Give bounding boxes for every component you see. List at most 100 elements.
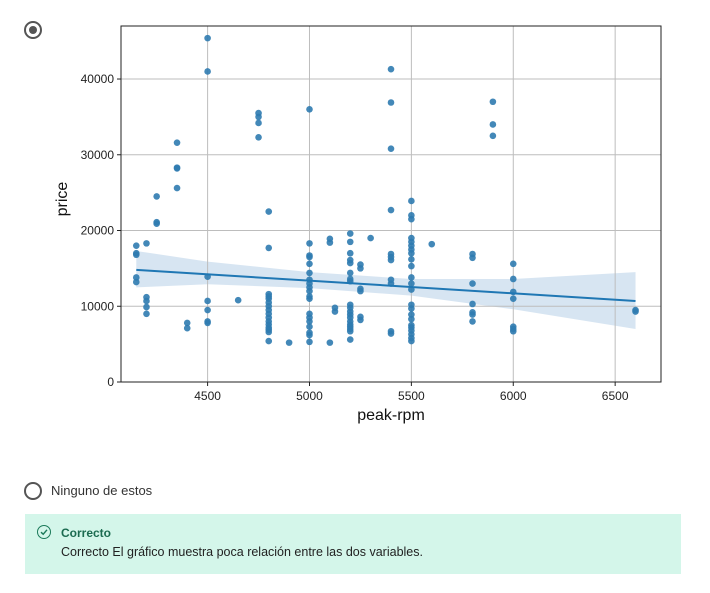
y-tick-label: 20000 — [81, 224, 115, 238]
data-point — [408, 197, 415, 205]
data-point — [408, 315, 415, 323]
data-point — [204, 306, 211, 314]
data-point — [306, 269, 313, 277]
data-point — [143, 297, 150, 305]
data-point — [132, 242, 140, 249]
data-point — [255, 119, 262, 127]
data-point — [509, 275, 517, 283]
feedback-panel: Correcto Correcto El gráfico muestra poc… — [25, 514, 681, 574]
data-point — [306, 260, 313, 268]
regression-line — [136, 268, 636, 302]
data-point — [387, 206, 395, 214]
data-point — [204, 297, 211, 305]
data-point — [204, 68, 211, 75]
data-point — [204, 319, 211, 327]
data-point — [346, 327, 354, 335]
data-point — [357, 265, 364, 272]
y-axis-label: price — [54, 182, 71, 217]
data-point — [265, 328, 273, 336]
option-a-radio[interactable] — [24, 21, 42, 39]
data-point — [306, 253, 313, 261]
data-point — [265, 244, 273, 252]
data-point — [469, 280, 476, 287]
data-point — [326, 339, 334, 346]
x-tick-label: 6000 — [500, 389, 527, 403]
data-point — [132, 251, 140, 259]
data-point — [408, 215, 415, 223]
data-point — [489, 132, 497, 140]
data-point — [331, 308, 339, 315]
data-point — [173, 184, 181, 192]
data-point — [346, 259, 354, 267]
data-point — [346, 336, 354, 343]
option-b-radio[interactable] — [24, 482, 42, 500]
data-point — [469, 254, 476, 262]
data-point — [367, 234, 374, 242]
x-axis-label: peak-rpm — [357, 407, 425, 424]
option-b-label[interactable]: Ninguno de estos — [51, 483, 153, 498]
data-point — [408, 249, 415, 257]
check-circle-icon — [37, 525, 51, 539]
data-point — [387, 330, 395, 337]
data-point — [357, 316, 364, 324]
data-point — [183, 319, 191, 327]
data-point — [204, 34, 211, 42]
data-point — [346, 238, 354, 246]
data-point — [469, 318, 476, 325]
data-point — [387, 99, 395, 106]
y-tick-label: 10000 — [81, 299, 115, 313]
x-tick-label: 6500 — [602, 389, 629, 403]
data-point — [632, 308, 639, 315]
data-point — [408, 262, 415, 270]
data-point — [306, 318, 313, 325]
data-point — [132, 278, 140, 286]
data-point — [255, 113, 262, 121]
feedback-title: Correcto — [61, 526, 112, 540]
data-point — [469, 311, 476, 318]
data-point — [489, 98, 497, 106]
data-point — [346, 249, 354, 257]
data-point — [346, 230, 354, 237]
data-point — [306, 287, 313, 295]
y-tick-label: 30000 — [81, 148, 115, 162]
data-point — [489, 121, 497, 128]
data-point — [183, 324, 191, 332]
data-point — [285, 339, 293, 346]
data-point — [346, 269, 354, 277]
data-point — [255, 134, 262, 141]
data-point — [509, 260, 517, 268]
confidence-band — [136, 250, 636, 329]
data-point — [509, 295, 517, 302]
y-tick-label: 0 — [107, 375, 114, 389]
data-point — [408, 280, 415, 287]
data-point — [306, 106, 313, 113]
data-point — [234, 296, 242, 304]
data-point — [509, 327, 517, 335]
data-point — [143, 310, 150, 318]
data-point — [306, 338, 313, 346]
scatter-chart: 4500 5000 5500 6000 6500 0 10000 20000 30000 400… — [54, 25, 662, 424]
data-point — [173, 165, 181, 172]
data-point — [265, 208, 273, 215]
data-point — [428, 240, 436, 248]
data-point — [306, 323, 313, 331]
data-point — [387, 145, 395, 153]
data-point — [469, 300, 476, 308]
x-tick-label: 5500 — [398, 389, 425, 403]
data-point — [408, 311, 415, 318]
x-tick-label: 5000 — [296, 389, 323, 403]
data-point — [306, 240, 313, 247]
data-point — [132, 274, 140, 281]
plot-frame — [120, 25, 662, 383]
data-point — [357, 287, 364, 295]
data-point — [408, 337, 415, 345]
data-point — [306, 295, 313, 302]
feedback-message: Correcto El gráfico muestra poca relació… — [61, 545, 423, 559]
data-point — [153, 193, 160, 200]
data-point — [387, 65, 395, 73]
data-point — [173, 139, 181, 146]
data-point — [408, 274, 415, 281]
data-point — [143, 303, 150, 311]
y-tick-label: 40000 — [81, 72, 115, 86]
data-point — [153, 220, 160, 227]
